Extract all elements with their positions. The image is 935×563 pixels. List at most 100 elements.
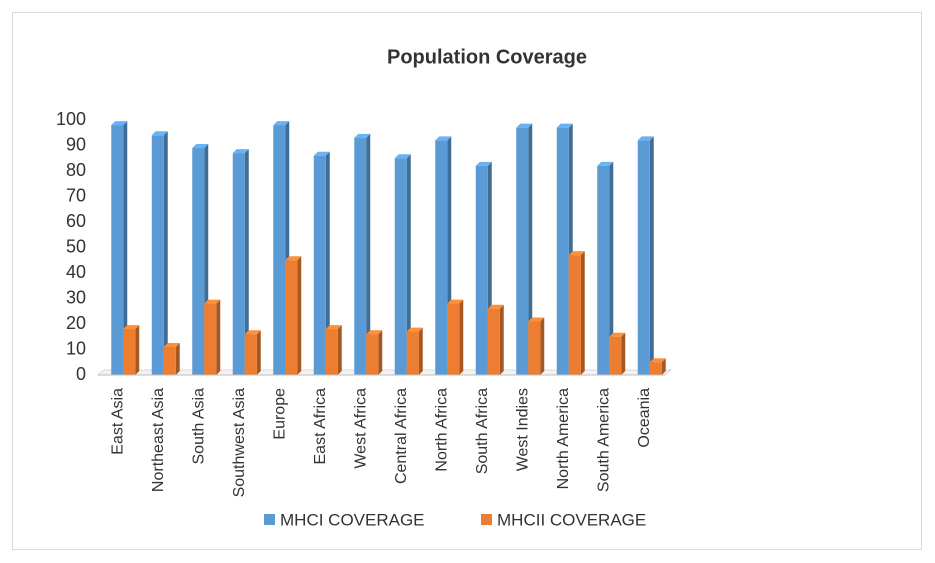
bar-top xyxy=(516,123,533,128)
legend-label: MHCI COVERAGE xyxy=(280,510,425,529)
bar-top xyxy=(325,325,342,330)
bar-top xyxy=(568,251,585,256)
bar xyxy=(285,260,298,375)
bar-side xyxy=(325,151,330,375)
x-tick-label: East Africa xyxy=(312,388,329,465)
bar-top xyxy=(637,136,654,141)
y-tick-label: 70 xyxy=(66,185,86,205)
bar-side xyxy=(540,317,545,375)
bar-side xyxy=(244,149,249,375)
bar-side xyxy=(135,325,140,375)
bar xyxy=(394,158,407,375)
bar xyxy=(123,329,136,375)
bar-top xyxy=(447,299,464,304)
bar-top xyxy=(435,136,452,141)
bar xyxy=(556,127,569,376)
bar xyxy=(151,135,164,375)
bar-top xyxy=(111,121,128,126)
floor xyxy=(96,369,673,376)
y-tick-label: 20 xyxy=(66,313,86,333)
bar-top xyxy=(273,121,290,126)
bar-side xyxy=(649,136,654,375)
bar-side xyxy=(378,330,383,375)
y-tick-label: 90 xyxy=(66,134,86,154)
bar xyxy=(325,329,338,375)
bar xyxy=(435,140,448,375)
bar-top xyxy=(151,131,168,136)
bar-top xyxy=(475,161,492,166)
bar-side xyxy=(418,327,423,375)
bar xyxy=(244,334,257,375)
bar-side xyxy=(499,304,504,375)
x-tick-label: East Asia xyxy=(109,388,126,455)
bar-side xyxy=(528,123,533,376)
y-tick-label: 50 xyxy=(66,236,86,256)
bar-side xyxy=(406,154,411,375)
bar xyxy=(366,334,379,375)
bar xyxy=(354,137,367,375)
y-tick-label: 80 xyxy=(66,160,86,180)
bar-side xyxy=(216,299,221,375)
y-tick-label: 100 xyxy=(56,109,86,129)
legend-swatch xyxy=(481,514,492,525)
bar-top xyxy=(597,161,614,166)
bar-top xyxy=(487,304,504,309)
bar xyxy=(475,165,488,375)
bar-top xyxy=(528,317,545,322)
bar-side xyxy=(256,330,261,375)
y-tick-label: 10 xyxy=(66,338,86,358)
bar xyxy=(273,125,286,375)
x-tick-label: North America xyxy=(555,388,572,489)
x-tick-label: South Africa xyxy=(474,388,491,474)
bar-top xyxy=(204,299,221,304)
bar-top xyxy=(649,358,666,363)
bar-side xyxy=(337,325,342,375)
bar-top xyxy=(285,256,302,261)
bar-top xyxy=(163,342,180,347)
bar-side xyxy=(123,121,128,375)
x-tick-label: Central Africa xyxy=(393,388,410,484)
bar xyxy=(111,125,124,375)
x-tick-label: West Africa xyxy=(352,388,369,469)
x-tick-label: West Indies xyxy=(514,388,531,471)
bar xyxy=(204,303,217,375)
bar xyxy=(313,155,326,375)
bar xyxy=(528,321,541,375)
bar xyxy=(637,140,650,375)
bar xyxy=(192,148,205,375)
bar-top xyxy=(366,330,383,335)
bar-top xyxy=(406,327,423,332)
x-tick-label: Southwest Asia xyxy=(231,388,248,498)
bar xyxy=(487,308,500,375)
bar xyxy=(163,346,176,375)
bar-top xyxy=(232,149,249,154)
bar-top xyxy=(556,123,573,128)
bar xyxy=(232,153,245,375)
legend-swatch xyxy=(264,514,275,525)
chart-title: Population Coverage xyxy=(387,46,587,68)
x-tick-label: South America xyxy=(595,388,612,492)
bar-top xyxy=(244,330,261,335)
chart-frame xyxy=(12,12,922,550)
bar-top xyxy=(609,332,626,337)
bar xyxy=(406,331,419,375)
bar xyxy=(609,336,622,375)
bar-side xyxy=(661,358,666,375)
x-tick-label: Oceania xyxy=(636,388,653,448)
bar xyxy=(447,303,460,375)
bar-side xyxy=(621,332,626,375)
bar-side xyxy=(175,342,180,375)
bar-top xyxy=(313,151,330,156)
legend-label: MHCII COVERAGE xyxy=(497,510,646,529)
bar-top xyxy=(394,154,411,159)
bar xyxy=(597,165,610,375)
bar-side xyxy=(580,251,585,375)
x-tick-label: South Asia xyxy=(190,388,207,465)
y-tick-label: 30 xyxy=(66,287,86,307)
x-tick-label: North Africa xyxy=(433,388,450,472)
bar-side xyxy=(163,131,168,375)
bar-top xyxy=(192,144,209,149)
x-tick-label: Northeast Asia xyxy=(150,388,167,492)
y-tick-label: 60 xyxy=(66,211,86,231)
